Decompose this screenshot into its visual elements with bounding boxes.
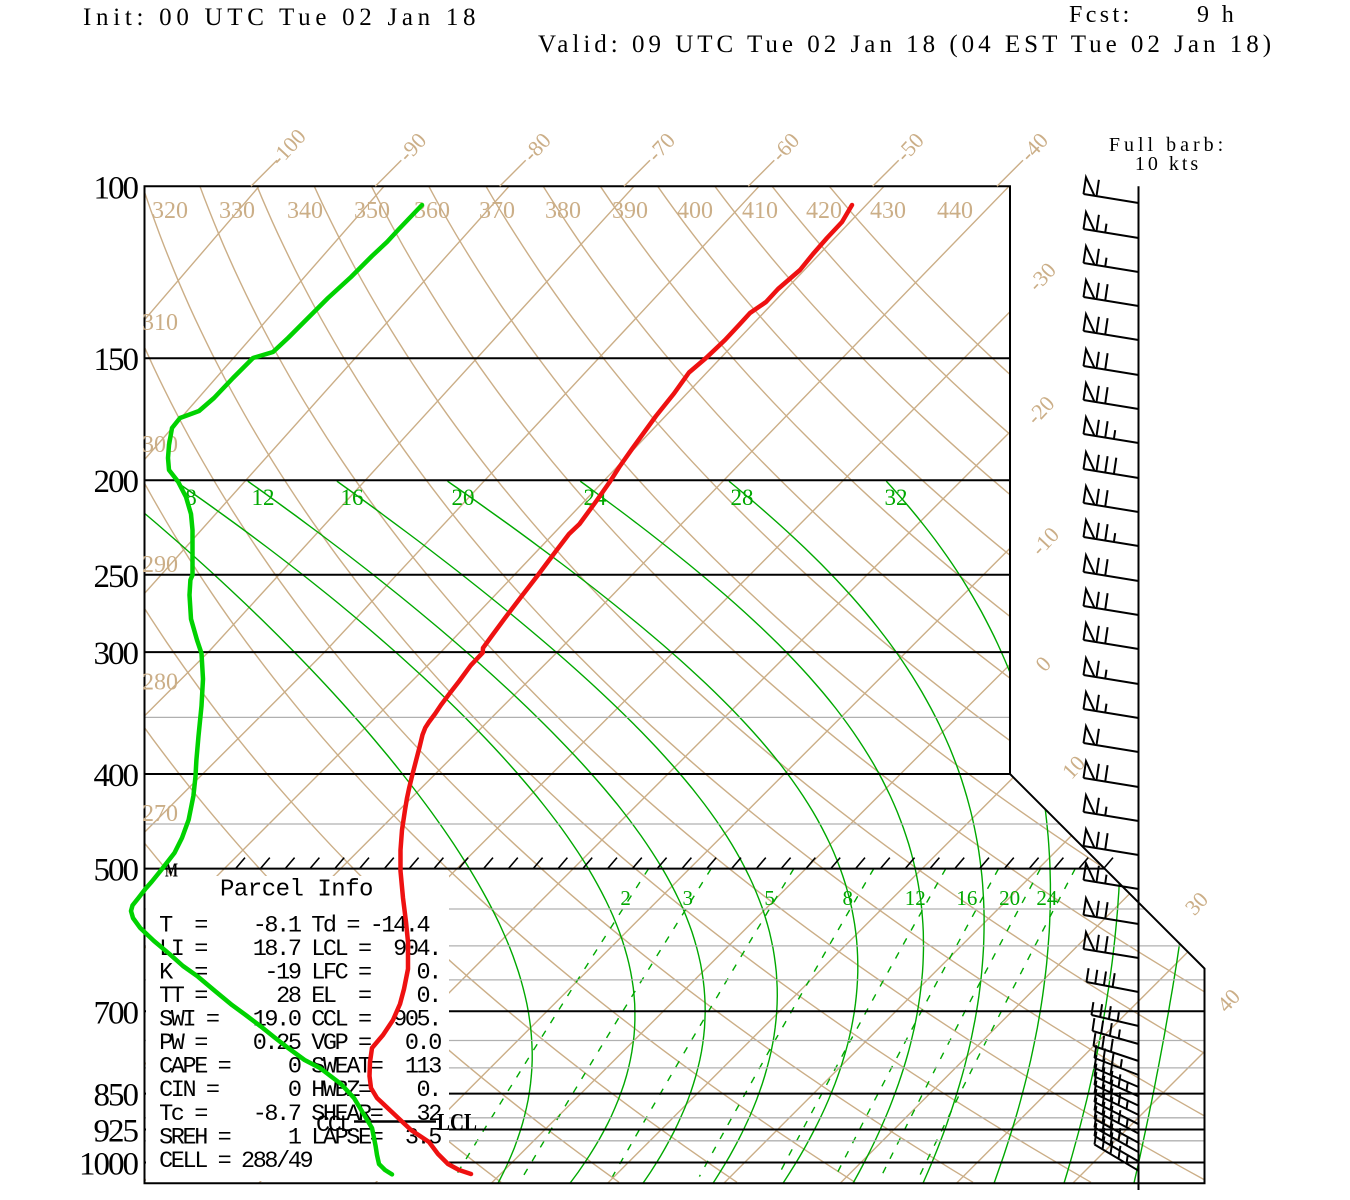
svg-text:Full barb:: Full barb: — [1109, 134, 1227, 156]
svg-text:SREH = 1 LAPSE= 3.5: SREH = 1 LAPSE= 3.5 — [159, 1124, 441, 1151]
svg-text:340: 340 — [287, 198, 323, 224]
svg-text:1000: 1000 — [79, 1147, 139, 1183]
svg-text:9 h: 9 h — [1197, 2, 1237, 28]
svg-text:8: 8 — [843, 886, 854, 910]
svg-text:Parcel Info: Parcel Info — [220, 876, 373, 903]
svg-text:430: 430 — [870, 198, 906, 224]
svg-text:10 kts: 10 kts — [1135, 153, 1201, 175]
svg-text:400: 400 — [677, 198, 713, 224]
svg-text:500: 500 — [94, 853, 139, 889]
svg-text:LI = 18.7 LCL = 904.: LI = 18.7 LCL = 904. — [159, 936, 440, 963]
svg-text:PW = 0.25 VGP = 0.0: PW = 0.25 VGP = 0.0 — [159, 1030, 441, 1057]
svg-text:2: 2 — [620, 886, 631, 910]
svg-text:M: M — [165, 860, 178, 882]
svg-text:Fcst:: Fcst: — [1069, 2, 1133, 28]
svg-text:330: 330 — [219, 198, 255, 224]
svg-text:420: 420 — [806, 198, 842, 224]
svg-text:Init: 00 UTC Tue 02 Jan 18: Init: 00 UTC Tue 02 Jan 18 — [83, 4, 480, 31]
svg-text:200: 200 — [94, 464, 139, 500]
svg-text:370: 370 — [479, 198, 515, 224]
svg-text:100: 100 — [94, 170, 139, 206]
svg-text:300: 300 — [94, 636, 139, 672]
svg-text:CIN = 0 HWBZ= 0.: CIN = 0 HWBZ= 0. — [159, 1077, 440, 1104]
svg-text:16: 16 — [341, 485, 364, 510]
svg-text:5: 5 — [764, 886, 775, 910]
svg-text:925: 925 — [94, 1114, 139, 1150]
svg-text:T = -8.1 Td = -14.4: T = -8.1 Td = -14.4 — [159, 912, 429, 939]
svg-text:LCL: LCL — [437, 1110, 477, 1136]
svg-text:12: 12 — [252, 485, 275, 510]
svg-text:Valid: 09 UTC Tue 02 Jan 18 (0: Valid: 09 UTC Tue 02 Jan 18 (04 EST Tue … — [538, 31, 1275, 58]
svg-text:CCL: CCL — [316, 1112, 352, 1139]
svg-text:150: 150 — [94, 342, 139, 378]
svg-text:310: 310 — [142, 310, 178, 336]
svg-text:20: 20 — [999, 886, 1020, 910]
svg-text:270: 270 — [142, 801, 178, 827]
svg-text:280: 280 — [142, 669, 178, 695]
svg-text:290: 290 — [142, 552, 178, 578]
svg-text:440: 440 — [937, 198, 973, 224]
svg-text:250: 250 — [94, 559, 139, 595]
svg-text:12: 12 — [905, 886, 926, 910]
svg-text:700: 700 — [94, 995, 139, 1031]
svg-text:320: 320 — [152, 198, 188, 224]
svg-text:850: 850 — [94, 1078, 139, 1114]
svg-text:TT = 28 EL = 0.: TT = 28 EL = 0. — [159, 983, 440, 1010]
svg-text:410: 410 — [742, 198, 778, 224]
svg-text:28: 28 — [731, 485, 754, 510]
svg-text:360: 360 — [414, 198, 450, 224]
svg-text:8: 8 — [185, 485, 197, 510]
svg-text:3: 3 — [683, 886, 694, 910]
svg-text:380: 380 — [545, 198, 581, 224]
svg-text:350: 350 — [354, 198, 390, 224]
svg-text:16: 16 — [956, 886, 977, 910]
svg-text:20: 20 — [452, 485, 475, 510]
svg-text:24: 24 — [1036, 886, 1058, 910]
svg-text:32: 32 — [885, 485, 908, 510]
svg-text:390: 390 — [612, 198, 648, 224]
svg-text:CELL = 288/49: CELL = 288/49 — [159, 1148, 312, 1175]
svg-text:400: 400 — [94, 758, 139, 794]
